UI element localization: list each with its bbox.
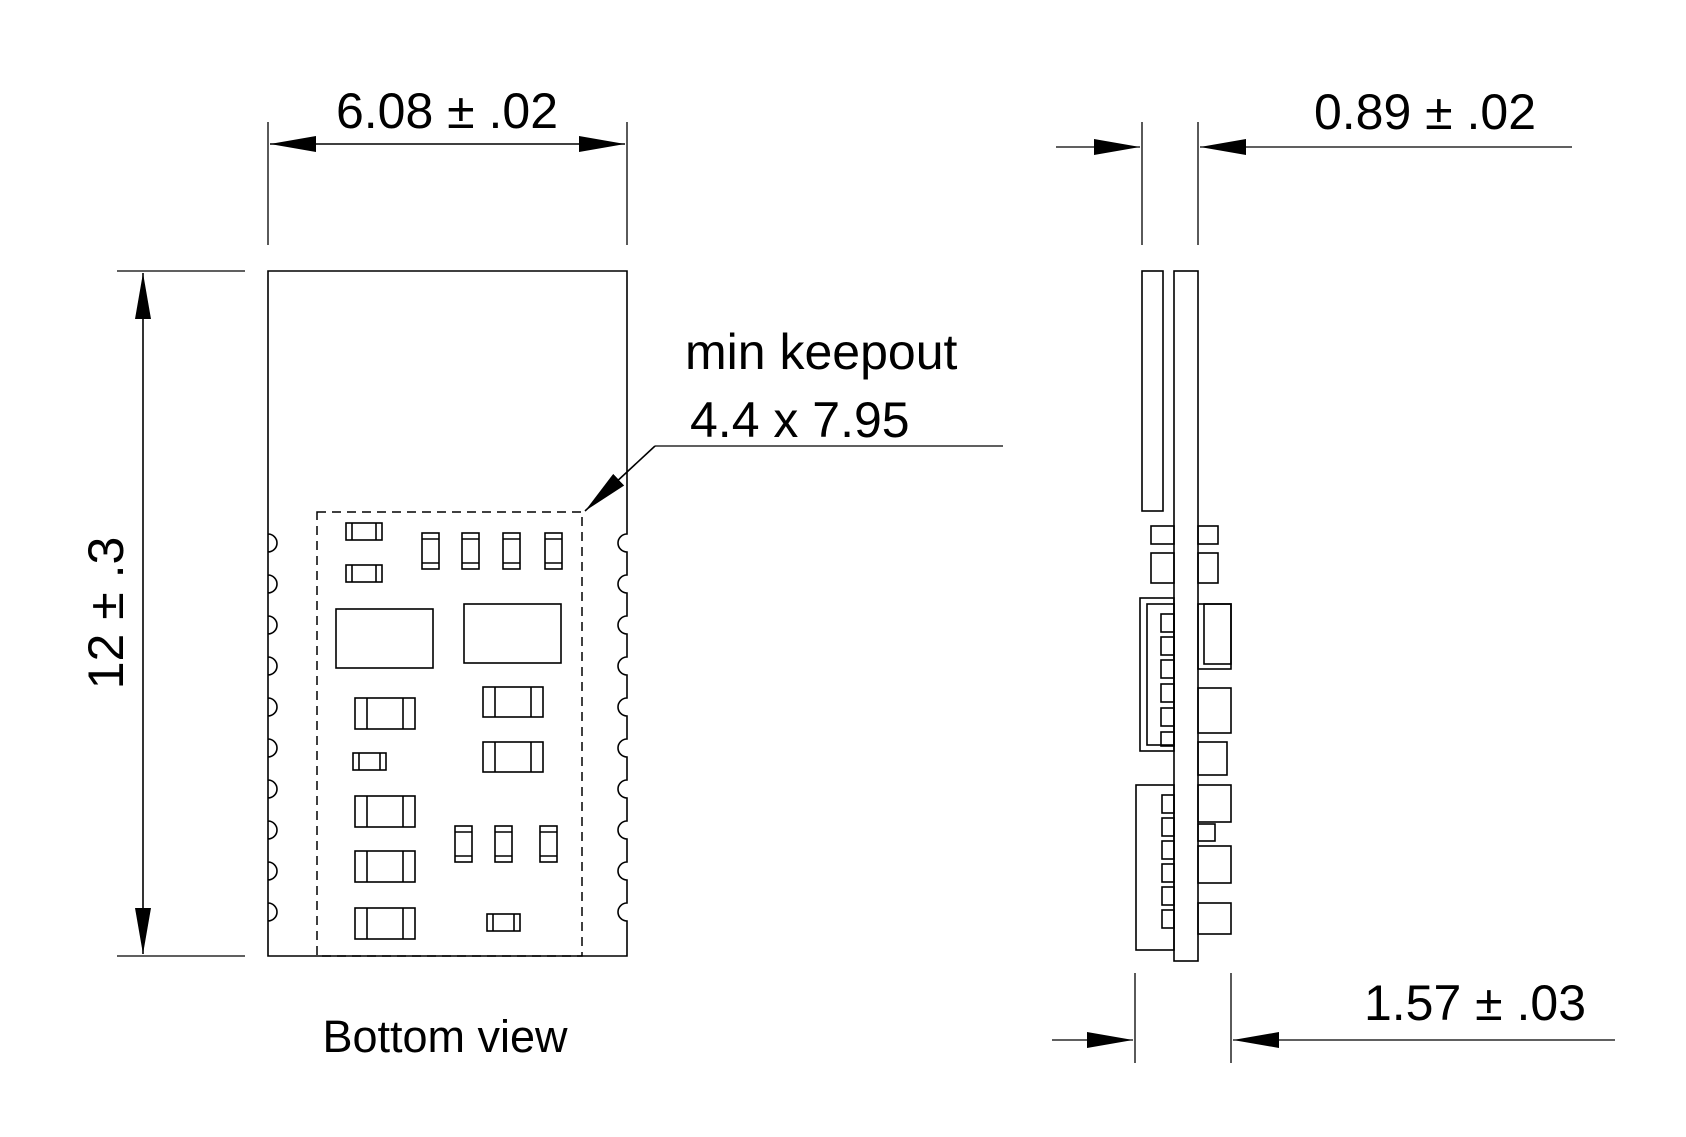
- side-components-right: [1197, 525, 1232, 935]
- antenna-strip: [1141, 270, 1164, 512]
- height-dimension: 12 ± .3: [78, 270, 245, 957]
- bottom-view-label: Bottom view: [322, 1011, 568, 1062]
- components-bottom: [335, 522, 563, 940]
- width-dimension: 6.08 ± .02: [267, 83, 628, 245]
- height-dimension-label: 12 ± .3: [78, 537, 134, 690]
- total-thickness-dimension: 1.57 ± .03: [1052, 973, 1615, 1063]
- bottom-view: 6.08 ± .02 12 ± .3 min keepout 4.4 x 7.9…: [78, 83, 1003, 1062]
- pcb-thickness-dimension: 0.89 ± .02: [1056, 84, 1572, 245]
- keepout-size-label: 4.4 x 7.95: [690, 392, 910, 448]
- keepout-label: min keepout: [685, 324, 957, 380]
- side-view: 0.89 ± .02 1.57 ± .03: [1052, 84, 1615, 1063]
- keepout-leader: [584, 445, 1003, 512]
- pcb-thickness-label: 0.89 ± .02: [1314, 84, 1536, 140]
- side-components-left: [1135, 525, 1175, 951]
- module-outline: [267, 270, 628, 957]
- width-dimension-label: 6.08 ± .02: [336, 83, 558, 139]
- keepout-area: [316, 511, 583, 957]
- total-thickness-label: 1.57 ± .03: [1364, 975, 1586, 1031]
- pcb-edge: [1173, 270, 1199, 962]
